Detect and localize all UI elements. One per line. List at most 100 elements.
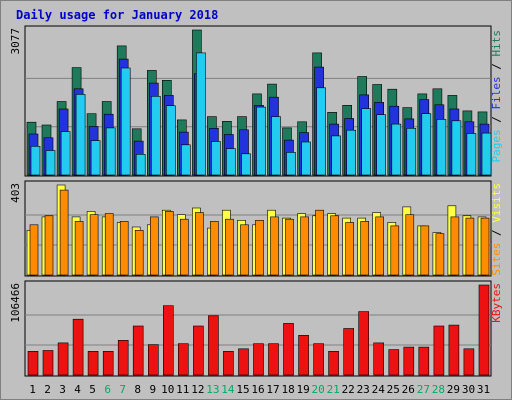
bar-sites-day-12 — [195, 212, 204, 276]
bar-kbytes-day-6 — [102, 350, 114, 376]
bar-pages-day-6 — [105, 127, 116, 176]
bar-kbytes-day-15 — [238, 348, 249, 376]
bar-kbytes-day-25 — [388, 349, 400, 376]
legend-item-visits: Visits — [490, 183, 503, 223]
bar-kbytes-day-22 — [343, 328, 355, 376]
bar-kbytes-day-29 — [448, 324, 460, 376]
x-tick-day-8: 8 — [134, 383, 141, 396]
bar-kbytes-day-18 — [283, 323, 294, 376]
bar-pages-day-12 — [196, 52, 206, 176]
axis-max-label: 403 — [9, 183, 22, 203]
x-tick-day-23: 23 — [357, 383, 370, 396]
legend-hits: Pages / Files / Hits — [490, 30, 503, 163]
x-tick-day-1: 1 — [29, 383, 36, 396]
bar-sites-day-5 — [89, 214, 99, 276]
bar-pages-day-9 — [151, 96, 161, 176]
x-tick-day-14: 14 — [221, 383, 235, 396]
bar-sites-day-30 — [465, 217, 475, 276]
bar-kbytes-day-2 — [42, 350, 54, 376]
bar-kbytes-day-30 — [463, 348, 475, 376]
bar-kbytes-day-5 — [87, 350, 99, 376]
x-tick-day-22: 22 — [342, 383, 355, 396]
bar-sites-day-9 — [150, 216, 159, 276]
bar-pages-day-11 — [181, 144, 191, 176]
panel-visits: 403 Sites / Visits — [9, 180, 503, 277]
bar-pages-day-14 — [226, 148, 236, 176]
bar-pages-day-8 — [135, 154, 146, 176]
x-tick-day-27: 27 — [417, 383, 430, 396]
bar-sites-day-13 — [210, 221, 219, 276]
bar-sites-day-2 — [44, 215, 54, 276]
bar-kbytes-day-12 — [193, 325, 204, 376]
bar-pages-day-22 — [346, 129, 357, 176]
bar-pages-day-13 — [211, 141, 221, 176]
bar-sites-day-21 — [330, 215, 339, 276]
x-tick-day-26: 26 — [402, 383, 415, 396]
bar-kbytes-day-23 — [358, 311, 370, 376]
x-tick-day-10: 10 — [161, 383, 174, 396]
bar-kbytes-day-9 — [148, 344, 159, 376]
legend-item-kbytes: KBytes — [490, 283, 503, 323]
x-tick-day-20: 20 — [311, 383, 324, 396]
bar-kbytes-day-28 — [433, 325, 445, 376]
x-tick-day-3: 3 — [59, 383, 66, 396]
x-tick-day-13: 13 — [206, 383, 219, 396]
legend-item-pages: Pages — [490, 129, 503, 162]
bar-kbytes-day-24 — [373, 342, 385, 376]
bar-pages-day-26 — [406, 128, 417, 176]
bar-pages-day-21 — [331, 135, 341, 176]
bar-pages-day-7 — [120, 67, 131, 176]
x-tick-day-24: 24 — [372, 383, 386, 396]
x-tick-day-7: 7 — [119, 383, 126, 396]
bar-pages-day-2 — [45, 150, 56, 176]
bar-sites-day-25 — [390, 225, 400, 276]
x-tick-day-12: 12 — [191, 383, 204, 396]
bar-kbytes-day-1 — [27, 350, 39, 376]
bar-pages-day-23 — [361, 108, 372, 176]
x-tick-day-6: 6 — [104, 383, 111, 396]
bar-kbytes-day-31 — [478, 284, 490, 376]
legend-separator: / — [490, 110, 503, 130]
bar-sites-day-15 — [240, 224, 249, 276]
bar-pages-day-5 — [90, 140, 101, 176]
bar-kbytes-day-26 — [403, 346, 415, 376]
bar-pages-day-30 — [466, 133, 477, 176]
bar-sites-day-31 — [480, 217, 490, 276]
bar-sites-day-23 — [360, 221, 370, 276]
bar-pages-day-28 — [436, 119, 447, 176]
bar-sites-day-18 — [285, 218, 294, 276]
panel-kbytes: 106466 KBytes — [9, 280, 503, 377]
bar-sites-day-17 — [270, 216, 279, 276]
bar-kbytes-day-21 — [328, 350, 339, 376]
bar-sites-day-14 — [225, 218, 234, 276]
bar-pages-day-27 — [421, 113, 432, 176]
bar-sites-day-29 — [450, 216, 460, 276]
bar-pages-day-18 — [286, 152, 296, 176]
bar-kbytes-day-13 — [208, 315, 219, 376]
bar-sites-day-24 — [375, 216, 385, 276]
bar-sites-day-6 — [104, 213, 114, 276]
panel-hits: 3077 Pages / Files / Hits — [9, 25, 503, 177]
legend-separator: / — [490, 223, 503, 243]
bar-pages-day-17 — [271, 116, 281, 176]
bar-sites-day-4 — [74, 221, 84, 276]
bar-pages-day-4 — [75, 94, 86, 176]
x-tick-day-29: 29 — [447, 383, 460, 396]
x-axis-labels: 1 2 3 4 5 6 7 8 9 10 11 12 13 14 15 16 17 18 19 20 21 22 23 24 2… — [29, 383, 490, 396]
axis-max-label: 3077 — [9, 28, 22, 55]
axis-max-label: 106466 — [9, 283, 22, 323]
legend-kbytes: KBytes — [490, 283, 503, 323]
bar-kbytes-day-3 — [57, 342, 69, 376]
x-tick-day-15: 15 — [236, 383, 249, 396]
bar-pages-day-20 — [316, 87, 326, 176]
bar-sites-day-22 — [345, 222, 355, 276]
bar-kbytes-day-14 — [223, 350, 234, 376]
bar-pages-day-25 — [391, 123, 402, 176]
x-tick-day-5: 5 — [89, 383, 96, 396]
bar-kbytes-day-27 — [418, 346, 430, 376]
x-tick-day-17: 17 — [266, 383, 279, 396]
bar-pages-day-29 — [451, 120, 462, 176]
bar-sites-day-19 — [300, 216, 309, 276]
bar-kbytes-day-10 — [163, 305, 174, 376]
